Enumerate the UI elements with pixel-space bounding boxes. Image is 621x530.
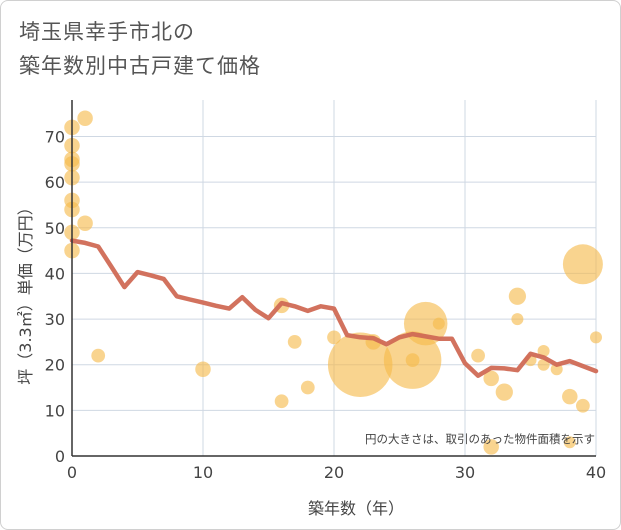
trend-line <box>69 238 599 378</box>
y-tick-label: 40 <box>45 264 65 283</box>
scatter-point <box>483 370 499 387</box>
bubble-size-note: 円の大きさは、取引のあった物件面積を示す <box>365 432 595 446</box>
scatter-point <box>537 358 550 371</box>
trend-line-layer <box>69 238 599 378</box>
y-tick-label: 20 <box>45 356 65 375</box>
scatter-point <box>508 287 527 305</box>
x-axis-label: 築年数（年） <box>308 499 404 518</box>
scatter-point <box>77 215 93 231</box>
x-tick-label: 0 <box>67 463 77 482</box>
scatter-point <box>562 388 578 405</box>
scatter-point <box>91 348 106 363</box>
scatter-point <box>195 361 211 378</box>
grid-lines <box>71 100 597 457</box>
x-tick-label: 20 <box>324 463 344 482</box>
axes <box>71 100 596 457</box>
scatter-point <box>471 348 485 363</box>
tick-labels: 0 10 20 30 40 0 10 20 30 40 50 60 70 <box>45 128 607 482</box>
scatter-point <box>483 439 499 455</box>
x-tick-label: 10 <box>193 463 213 482</box>
scatter-bubbles <box>64 110 603 455</box>
y-tick-label: 10 <box>45 401 65 420</box>
scatter-point <box>537 345 550 358</box>
scatter-point <box>562 244 603 285</box>
scatter-point <box>327 330 341 345</box>
chart-title-line-2: 築年数別中古戸建て価格 <box>19 54 261 78</box>
y-tick-label: 60 <box>45 173 65 192</box>
scatter-point <box>550 363 563 376</box>
scatter-point <box>300 380 315 395</box>
x-tick-label: 40 <box>586 463 606 482</box>
scatter-point <box>576 398 590 413</box>
scatter-point <box>405 353 420 368</box>
scatter-point <box>495 383 513 401</box>
y-axis-label: 坪（3.3㎡）単価（万円） <box>16 199 35 384</box>
scatter-point <box>432 317 445 330</box>
y-tick-label: 50 <box>45 219 65 238</box>
chart-title: 埼玉県幸手市北の 築年数別中古戸建て価格 <box>19 15 261 83</box>
scatter-point <box>287 335 302 349</box>
scatter-point <box>563 436 576 449</box>
chart-title-line-1: 埼玉県幸手市北の <box>19 20 195 44</box>
scatter-point <box>274 394 289 409</box>
scatter-point <box>77 110 93 127</box>
y-tick-label: 30 <box>45 310 65 329</box>
y-tick-label: 0 <box>55 447 65 466</box>
y-tick-label: 70 <box>45 128 65 147</box>
x-tick-label: 30 <box>455 463 475 482</box>
scatter-point <box>511 313 524 326</box>
scatter-point <box>590 331 602 344</box>
